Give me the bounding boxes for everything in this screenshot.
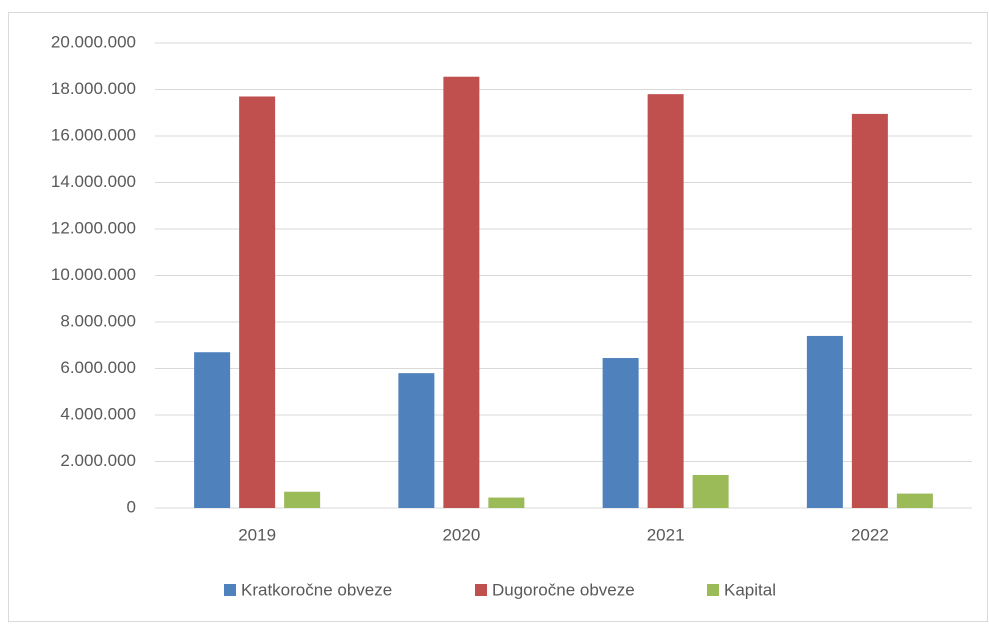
- bar: [488, 497, 525, 508]
- y-tick-label: 10.000.000: [51, 265, 136, 284]
- legend-label: Dugoročne obveze: [492, 580, 635, 599]
- y-tick-label: 18.000.000: [51, 79, 136, 98]
- x-tick-label: 2022: [851, 525, 889, 544]
- bar: [647, 94, 684, 509]
- bar: [896, 493, 933, 508]
- legend-swatch: [475, 584, 487, 596]
- legend-label: Kapital: [724, 580, 776, 599]
- bar: [692, 474, 729, 508]
- y-tick-label: 12.000.000: [51, 218, 136, 237]
- legend-swatch: [707, 584, 719, 596]
- bar: [284, 491, 321, 508]
- bar: [851, 113, 888, 508]
- x-tick-label: 2019: [238, 525, 276, 544]
- legend-swatch: [224, 584, 236, 596]
- y-tick-label: 2.000.000: [60, 451, 136, 470]
- legend-label: Kratkoročne obveze: [241, 580, 392, 599]
- y-tick-label: 16.000.000: [51, 125, 136, 144]
- bar: [806, 335, 843, 508]
- bar: [194, 352, 231, 508]
- bar: [443, 76, 480, 509]
- y-tick-label: 14.000.000: [51, 172, 136, 191]
- y-tick-label: 0: [127, 497, 136, 516]
- bar: [398, 373, 435, 508]
- y-tick-label: 6.000.000: [60, 358, 136, 377]
- x-tick-label: 2021: [647, 525, 685, 544]
- y-tick-label: 8.000.000: [60, 311, 136, 330]
- chart-border: [8, 12, 988, 622]
- bar: [602, 358, 639, 508]
- x-tick-label: 2020: [442, 525, 480, 544]
- y-tick-label: 4.000.000: [60, 404, 136, 423]
- y-tick-label: 20.000.000: [51, 32, 136, 51]
- bar: [239, 96, 276, 508]
